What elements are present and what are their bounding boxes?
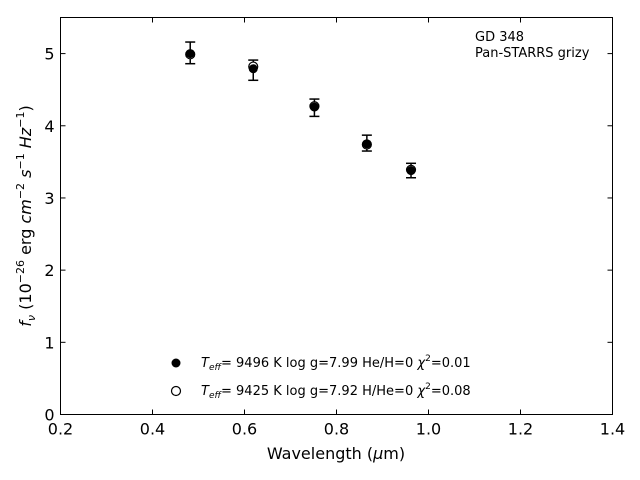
x-tick-label: 0.8 xyxy=(324,420,349,439)
data-points xyxy=(185,49,417,176)
y-tick-label: 0 xyxy=(44,406,54,425)
model-point-filled xyxy=(362,139,372,149)
y-tick-label: 5 xyxy=(44,45,54,64)
x-axis-label: Wavelength (μm) xyxy=(267,444,405,463)
y-tick-label: 4 xyxy=(44,117,54,136)
x-tick-label: 1.2 xyxy=(508,420,533,439)
legend-entry-1: Teff= 9496 K log g=7.99 He/H=0 χ2=0.01 xyxy=(201,354,471,373)
annotation-survey: Pan-STARRS grizy xyxy=(475,46,590,61)
x-tick-label: 1.4 xyxy=(600,420,625,439)
model-point-filled xyxy=(185,49,195,59)
y-tick-label: 1 xyxy=(44,333,54,352)
y-tick-label: 2 xyxy=(44,261,54,280)
error-bars xyxy=(185,41,417,179)
plot-frame xyxy=(60,17,613,415)
x-tick-label: 0.6 xyxy=(232,420,257,439)
annotation-star-name: GD 348 xyxy=(475,30,524,45)
model-point-filled xyxy=(248,64,258,74)
tick-labels: 0.2 0.4 0.6 0.8 1.0 1.2 1.4 0 1 2 3 4 5 xyxy=(44,45,625,439)
axis-ticks xyxy=(60,17,613,415)
legend: Teff= 9496 K log g=7.99 He/H=0 χ2=0.01 T… xyxy=(170,354,471,401)
model-point-filled xyxy=(406,166,416,176)
y-axis-label: fν (10−26 erg cm−2 s−1 Hz−1) xyxy=(14,105,38,326)
x-tick-label: 0.2 xyxy=(48,420,73,439)
legend-marker-filled xyxy=(171,358,181,368)
legend-entry-2: Teff= 9425 K log g=7.92 H/He=0 χ2=0.08 xyxy=(201,382,471,401)
x-tick-label: 1.0 xyxy=(416,420,441,439)
y-tick-label: 3 xyxy=(44,189,54,208)
x-tick-label: 0.4 xyxy=(140,420,165,439)
model-point-filled xyxy=(309,102,319,112)
legend-marker-open xyxy=(170,385,182,397)
